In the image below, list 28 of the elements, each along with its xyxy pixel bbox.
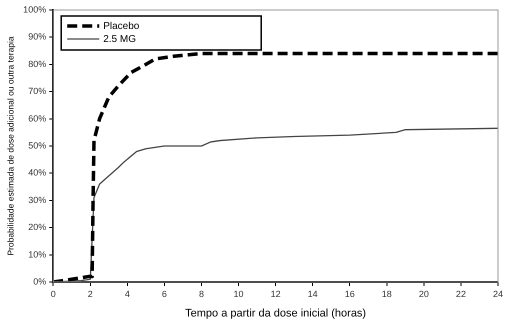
y-tick-label: 80% bbox=[28, 58, 46, 69]
y-axis-title: Probabilidade estimada de dose adicional ou outra terapia bbox=[5, 36, 16, 256]
y-tick-label: 50% bbox=[28, 140, 46, 150]
legend-label: 2.5 MG bbox=[103, 34, 136, 45]
x-tick-label: 2 bbox=[88, 288, 93, 299]
x-tick-label: 8 bbox=[198, 288, 204, 299]
x-tick-label: 24 bbox=[492, 288, 504, 299]
x-axis-title: Tempo a partir da dose inicial (horas) bbox=[185, 307, 366, 320]
x-tick-label: 16 bbox=[344, 288, 355, 299]
y-tick-label: 60% bbox=[28, 113, 46, 124]
y-tick-label: 70% bbox=[28, 86, 46, 96]
x-tick-label: 4 bbox=[124, 288, 130, 299]
y-tick-label: 0% bbox=[33, 276, 46, 286]
x-tick-label: 20 bbox=[418, 288, 429, 299]
y-tick-label: 40% bbox=[28, 168, 46, 178]
y-tick-label: 100% bbox=[23, 4, 46, 14]
y-tick-label: 30% bbox=[28, 194, 46, 205]
legend-label: Placebo bbox=[103, 20, 140, 32]
y-tick-label: 20% bbox=[28, 222, 46, 232]
x-tick-label: 0 bbox=[50, 288, 56, 299]
x-tick-label: 12 bbox=[270, 288, 281, 299]
y-tick-label: 10% bbox=[28, 249, 46, 260]
x-tick-label: 6 bbox=[162, 288, 167, 299]
x-tick-label: 18 bbox=[382, 288, 392, 299]
x-tick-label: 22 bbox=[456, 288, 466, 299]
x-tick-label: 10 bbox=[234, 288, 244, 299]
y-tick-label: 90% bbox=[28, 32, 46, 42]
x-tick-label: 14 bbox=[308, 288, 318, 299]
